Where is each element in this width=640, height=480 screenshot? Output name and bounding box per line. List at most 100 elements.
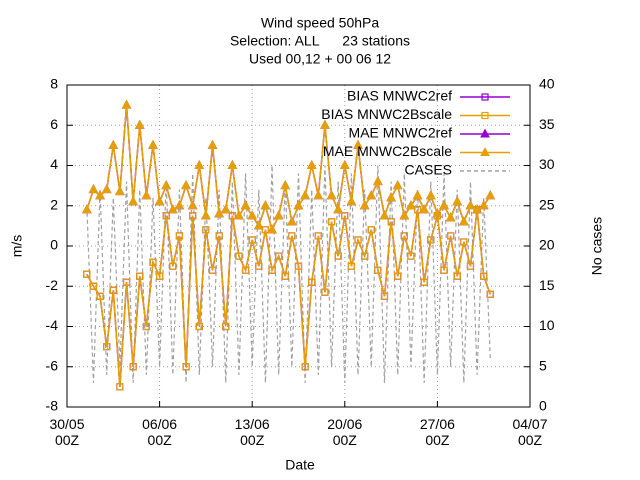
marker [101, 184, 112, 194]
marker [373, 176, 383, 186]
y2-tick-label: 5 [539, 357, 547, 373]
marker [182, 363, 190, 371]
marker [374, 266, 382, 274]
y-tick-label: 0 [50, 237, 58, 253]
marker [222, 322, 230, 331]
marker [425, 190, 436, 200]
marker [300, 190, 310, 200]
x-tick-label: 13/06 00Z [234, 416, 270, 448]
legend-label: MAE MNWC2Bscale [323, 143, 452, 159]
chart-subtitle: Used 00,12 + 00 06 12 [249, 51, 391, 67]
marker [220, 204, 231, 214]
y-tick-label: -6 [46, 357, 59, 373]
marker [88, 184, 99, 194]
marker [354, 236, 362, 244]
marker [341, 212, 349, 220]
marker [109, 286, 117, 294]
marker [439, 200, 449, 210]
marker [327, 218, 336, 226]
marker [432, 208, 443, 218]
marker [379, 210, 390, 220]
marker [453, 272, 461, 280]
marker [128, 196, 138, 206]
marker [267, 224, 277, 234]
marker [195, 322, 203, 331]
marker [420, 278, 428, 286]
legend-label: BIAS MNWC2Bscale [321, 106, 452, 122]
marker [333, 204, 344, 214]
marker [255, 262, 263, 270]
marker [273, 210, 284, 220]
marker [175, 232, 184, 240]
marker [486, 290, 494, 298]
marker [215, 232, 223, 240]
marker [447, 232, 455, 240]
y2-tick-label: 35 [539, 116, 555, 132]
marker [326, 190, 337, 200]
y-tick-label: -8 [46, 398, 59, 414]
y2-tick-label: 15 [539, 277, 555, 293]
marker [346, 196, 357, 206]
marker [174, 200, 185, 210]
y-tick-label: 8 [50, 76, 58, 92]
marker [96, 292, 104, 300]
marker [361, 252, 369, 260]
marker [240, 200, 251, 210]
marker [202, 226, 210, 234]
chart-subtitle: Selection: ALL 23 stations [230, 33, 410, 49]
y2-tick-label: 30 [539, 156, 555, 172]
marker [208, 266, 217, 274]
marker [459, 216, 469, 226]
marker [394, 272, 402, 280]
y-tick-label: 4 [50, 156, 58, 172]
marker [136, 272, 144, 280]
marker [207, 139, 218, 149]
marker [161, 180, 172, 190]
marker [103, 343, 111, 351]
x-tick-label: 20/06 00Z [327, 416, 363, 448]
marker [141, 190, 152, 200]
marker [83, 270, 91, 278]
marker [406, 200, 416, 210]
marker [82, 204, 92, 214]
marker [234, 210, 244, 220]
y-axis-label: m/s [9, 235, 25, 258]
y-tick-label: 6 [50, 116, 58, 132]
marker [440, 266, 448, 274]
marker [387, 218, 395, 226]
marker [142, 322, 150, 331]
marker [228, 212, 236, 220]
y2-tick-label: 20 [539, 237, 555, 253]
marker [154, 196, 165, 206]
marker [281, 272, 289, 280]
marker [320, 119, 330, 129]
y-tick-label: 2 [50, 196, 58, 212]
y2-tick-label: 0 [539, 398, 547, 414]
marker [367, 226, 375, 234]
marker [287, 216, 297, 226]
y2-tick-label: 40 [539, 76, 555, 92]
marker [334, 252, 342, 260]
x-tick-label: 04/07 00Z [512, 416, 548, 448]
marker [261, 226, 270, 234]
marker [466, 262, 475, 270]
marker [392, 180, 403, 190]
marker [412, 190, 423, 200]
marker [480, 272, 488, 280]
marker [248, 236, 256, 244]
marker [121, 99, 132, 109]
marker [156, 272, 164, 280]
x-axis-label: Date [285, 457, 315, 473]
legend-label: BIAS MNWC2ref [347, 88, 452, 104]
y2-tick-label: 10 [539, 317, 555, 333]
legend-marker [480, 146, 490, 156]
marker [460, 238, 468, 246]
marker [260, 200, 271, 210]
marker [366, 190, 377, 200]
marker [293, 200, 304, 210]
marker [162, 212, 170, 220]
marker [314, 232, 322, 240]
x-tick-label: 06/06 00Z [142, 416, 178, 448]
marker [294, 262, 303, 270]
